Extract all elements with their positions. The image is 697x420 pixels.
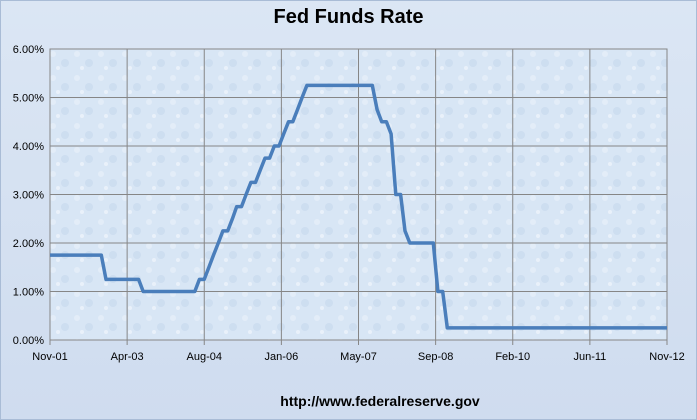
x-tick-label: Aug-04 (187, 351, 222, 363)
y-tick-label: 4.00% (13, 141, 44, 153)
fed-funds-rate-line (50, 83, 667, 330)
x-tick-label: May-07 (340, 351, 377, 363)
source-url[interactable]: http://www.federalreserve.gov (280, 393, 480, 409)
chart-title: Fed Funds Rate (273, 6, 424, 28)
x-tick-label: Nov-01 (32, 351, 67, 363)
y-tick-label: 0.00% (13, 335, 44, 347)
x-tick-label: Jan-06 (265, 351, 299, 363)
y-tick-label: 6.00% (13, 44, 44, 56)
y-tick-label: 1.00% (13, 287, 44, 299)
x-tick-label: Jun-11 (573, 351, 606, 363)
y-tick-label: 5.00% (13, 93, 44, 105)
x-tick-label: Feb-10 (495, 351, 530, 363)
x-tick-label: Sep-08 (418, 351, 453, 363)
x-tick-label: Nov-12 (649, 351, 684, 363)
y-tick-label: 3.00% (13, 190, 44, 202)
y-tick-label: 2.00% (13, 238, 44, 250)
x-tick-label: Apr-03 (111, 351, 144, 363)
